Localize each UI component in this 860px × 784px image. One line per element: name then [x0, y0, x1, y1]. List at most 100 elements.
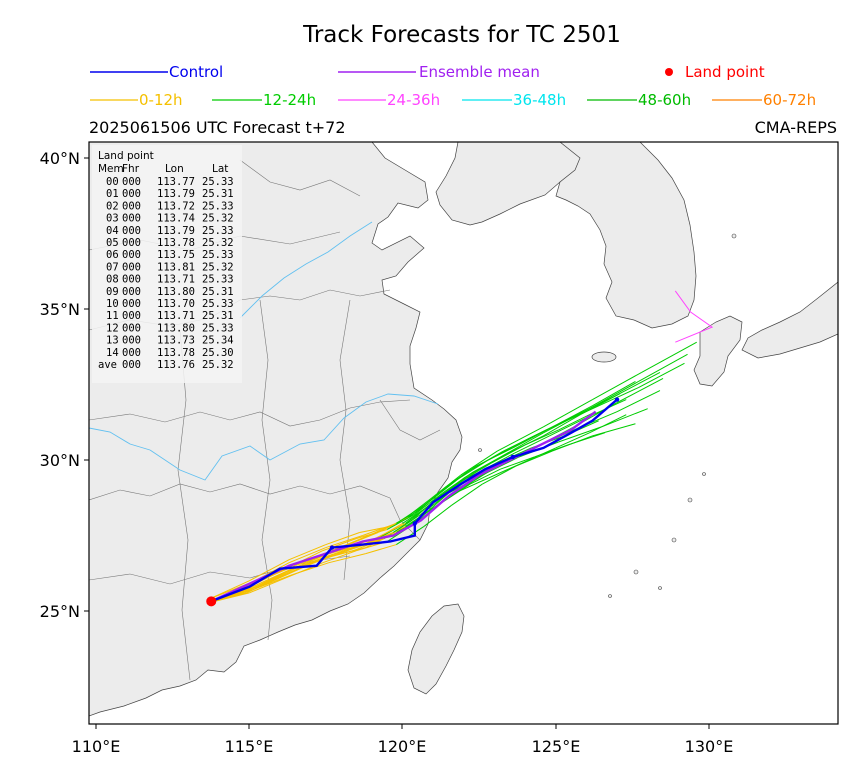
land-point-table-cell: 000: [122, 213, 141, 225]
member-track-segment: [423, 480, 455, 506]
land-point-table-cell: 113.71: [157, 310, 195, 322]
land-point-table-cell: 113.80: [157, 286, 195, 298]
member-track-segment: [396, 504, 425, 524]
land-point-table-cell: 08: [106, 274, 119, 286]
land-point-table-cell: 113.75: [157, 249, 195, 261]
land-point-table-cell: 25.32: [202, 213, 234, 225]
legend-row-1: Control Ensemble mean Land point: [90, 63, 765, 81]
land-point-table-cell: 05: [106, 237, 119, 249]
legend-row-2: 0-12h 12-24h 24-36h 36-48h 48-60h 60-72h: [90, 91, 816, 109]
land-point-table-header-lat: Lat: [212, 163, 228, 175]
member-track-segment: [601, 408, 648, 428]
land-point-table-header-fhr: Fhr: [122, 163, 140, 175]
land-point-table-cell: 04: [106, 225, 119, 237]
land-point-table-cell: 000: [122, 200, 141, 212]
member-track-segment: [558, 411, 596, 431]
land-point-table-cell: 25.31: [202, 310, 234, 322]
member-track-segment: [414, 492, 443, 515]
land-point-table-cell: 000: [122, 347, 141, 359]
member-track-segment: [469, 468, 501, 485]
land-point-table-cell: 14: [106, 347, 119, 359]
korean-peninsula: [555, 142, 697, 329]
land-point-table-cell: 25.33: [202, 274, 234, 286]
x-tick-label: 120°E: [378, 737, 427, 756]
pink-track-segment: [674, 290, 714, 343]
model-label: CMA-REPS: [755, 118, 837, 137]
land-point-table-cell: 000: [122, 176, 141, 188]
land-point-table-cell: 113.73: [157, 335, 195, 347]
member-track-segment: [325, 532, 360, 546]
legend-24-36-label: 24-36h: [387, 91, 440, 109]
member-track-segment: [393, 513, 422, 533]
japan-islands: [693, 281, 838, 387]
member-track-segment: [212, 589, 250, 603]
jeju-island: [591, 351, 617, 363]
member-track-segment: [288, 547, 327, 564]
land-point-table-cell: 000: [122, 298, 141, 310]
control-track-point: [614, 397, 620, 402]
member-track-segment: [451, 483, 483, 506]
land-point-table-cell: 25.33: [202, 298, 234, 310]
y-tick-label: 35°N: [40, 300, 80, 319]
x-tick-label: 115°E: [225, 737, 274, 756]
ullung-island: [731, 233, 737, 239]
member-track-segment: [592, 423, 636, 437]
land-point-table-cell: 25.32: [202, 359, 234, 371]
member-track-segment: [328, 553, 366, 564]
member-track-segment: [365, 544, 397, 555]
land-point-table-cell: 113.70: [157, 298, 195, 310]
land-point-table-cell: 13: [106, 335, 119, 347]
y-tick-label: 30°N: [40, 451, 80, 470]
land-point-table-cell: 12: [106, 322, 119, 334]
legend-land-label: Land point: [685, 63, 765, 81]
legend-48-60-label: 48-60h: [638, 91, 691, 109]
legend-36-48-label: 36-48h: [513, 91, 566, 109]
legend-0-12-label: 0-12h: [139, 91, 183, 109]
member-track-segment: [356, 528, 388, 539]
land-point-table-cell: 113.72: [157, 200, 195, 212]
member-track-segment: [638, 362, 685, 388]
land-point-marker: [206, 596, 217, 607]
land-point-table-cell: 25.33: [202, 225, 234, 237]
land-point-table-cell: 113.74: [157, 213, 195, 225]
land-point-table: Land point Mem Fhr Lon Lat 00 000 113.77 25…: [92, 145, 242, 383]
taiwan: [407, 603, 465, 695]
member-track-segment: [497, 426, 544, 452]
land-point-table-cell: 25.33: [202, 249, 234, 261]
land-point-table-cell: 25.33: [202, 322, 234, 334]
member-track-segment: [463, 456, 501, 479]
land-point-table-cell: 01: [106, 188, 119, 200]
land-point-table-cell: 000: [122, 335, 141, 347]
land-point-table-title: Land point: [98, 150, 154, 162]
land-point-table-cell: 11: [106, 310, 119, 322]
land-point-table-cell: 113.71: [157, 274, 195, 286]
member-track-segment: [362, 522, 397, 536]
member-track-segment: [374, 522, 406, 539]
ensemble-mean-track: [210, 410, 597, 603]
map-area: Land point Mem Fhr Lon Lat 00 000 113.77 25…: [89, 142, 838, 724]
member-track-segment: [488, 438, 529, 461]
land-point-table-cell: 03: [106, 213, 119, 225]
land-point-table-cell: 000: [122, 310, 141, 322]
land-point-table-cell: 25.30: [202, 347, 234, 359]
legend-mean-label: Ensemble mean: [419, 63, 540, 81]
x-tick-label: 125°E: [532, 737, 581, 756]
member-track-segment: [638, 353, 688, 382]
member-track-segment: [249, 577, 287, 594]
member-track-segment: [543, 408, 590, 434]
chart-title: Track Forecasts for TC 2501: [302, 22, 621, 48]
land-point-table-cell: 25.33: [202, 176, 234, 188]
member-track-segment: [616, 390, 661, 413]
y-tick-label: 40°N: [40, 149, 80, 168]
land-point-table-cell: 25.32: [202, 237, 234, 249]
member-track-segment: [589, 381, 639, 410]
member-track-segment: [543, 399, 593, 428]
forecast-time-label: 2025061506 UTC Forecast t+72: [89, 118, 346, 137]
land-point-table-cell: 06: [106, 249, 119, 261]
member-track-segment: [460, 462, 492, 482]
y-tick-label: 25°N: [40, 602, 80, 621]
land-point-table-cell: 25.31: [202, 188, 234, 200]
land-point-table-cell: 113.80: [157, 322, 195, 334]
